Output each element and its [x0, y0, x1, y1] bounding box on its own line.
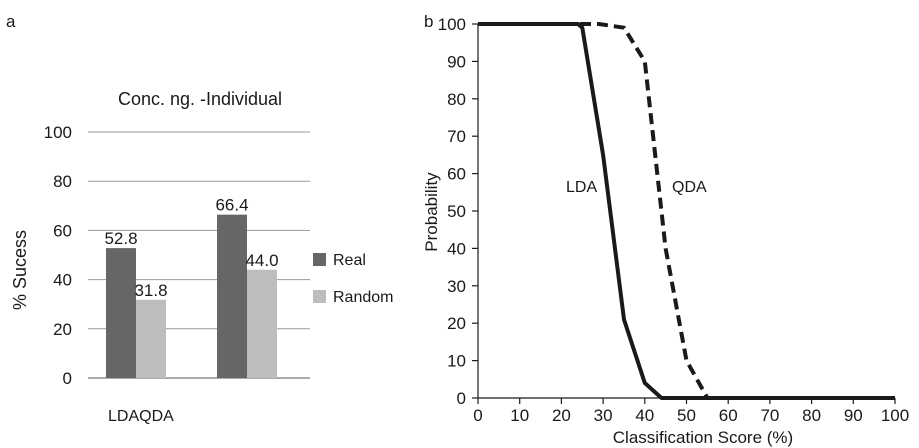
- y-tick-label-0: 0: [457, 389, 466, 408]
- y-tick-label-80: 80: [447, 90, 466, 109]
- data-label-real-qda: 66.4: [215, 196, 248, 215]
- legend-label-random: Random: [333, 289, 393, 306]
- y-tick-label-60: 60: [447, 165, 466, 184]
- y-tick-label-20: 20: [447, 314, 466, 333]
- panel-b-y-ticks: 0 10 20 30 40 50 60 70 80 90 100: [438, 15, 478, 408]
- x-tick-label-0: 0: [473, 406, 482, 425]
- panel-b-series: [478, 22, 895, 400]
- legend-swatch-real: [313, 253, 326, 266]
- panel-a-data-labels: 52.8 31.8 66.4 44.0: [104, 196, 278, 300]
- panel-b-x-ticks: 0 10 20 30 40 50 60 70 80 90 100: [473, 398, 909, 425]
- panel-b-label: b: [424, 12, 433, 31]
- panel-a-bar-chart: a Conc. ng. -Individual 0 20 40 60 80 100 52.…: [6, 12, 393, 425]
- y-tick-label-40: 40: [447, 239, 466, 258]
- series-label-lda: LDA: [566, 179, 597, 196]
- x-tick-label-70: 70: [760, 406, 779, 425]
- x-tick-label-30: 30: [594, 406, 613, 425]
- series-label-qda: QDA: [672, 179, 707, 196]
- data-label-real-lda: 52.8: [104, 229, 137, 248]
- x-tick-label-60: 60: [719, 406, 738, 425]
- panel-a-y-tick-labels: 0 20 40 60 80 100: [44, 123, 72, 388]
- bar-random-qda: [247, 269, 277, 378]
- panel-a-legend: Real Random: [313, 252, 393, 306]
- x-tick-label-90: 90: [844, 406, 863, 425]
- x-tick-label-10: 10: [510, 406, 529, 425]
- bar-real-qda: [217, 214, 247, 378]
- y-tick-label-50: 50: [447, 202, 466, 221]
- panel-b-line-chart: b 0 10 20 30 40 50 60 70 80 90 100 0 10 20 30 40 50 60 70…: [422, 12, 909, 447]
- y-tick-label-30: 30: [447, 277, 466, 296]
- panel-a-x-axis-title: LDAQDA: [108, 408, 174, 425]
- line-series-qda: [478, 22, 895, 400]
- x-tick-label-80: 80: [802, 406, 821, 425]
- panel-a-label: a: [6, 12, 16, 31]
- panel-b-y-axis-title: Probability: [422, 172, 441, 252]
- data-label-random-qda: 44.0: [245, 251, 278, 270]
- bar-real-lda: [106, 248, 136, 378]
- y-tick-label-20: 20: [53, 320, 72, 339]
- y-tick-label-100: 100: [438, 15, 466, 34]
- legend-label-real: Real: [333, 252, 366, 269]
- y-tick-label-90: 90: [447, 52, 466, 71]
- y-tick-label-0: 0: [63, 369, 72, 388]
- panel-a-y-axis-title: % Sucess: [10, 230, 30, 310]
- bar-random-lda: [136, 299, 166, 378]
- y-tick-label-70: 70: [447, 127, 466, 146]
- legend-swatch-random: [313, 290, 326, 303]
- panel-a-bars: [106, 214, 277, 378]
- line-series-lda: [478, 22, 895, 400]
- y-tick-label-10: 10: [447, 352, 466, 371]
- y-tick-label-100: 100: [44, 123, 72, 142]
- panel-a-title: Conc. ng. -Individual: [118, 89, 282, 109]
- x-tick-label-50: 50: [677, 406, 696, 425]
- x-tick-label-100: 100: [881, 406, 909, 425]
- x-tick-label-40: 40: [635, 406, 654, 425]
- y-tick-label-60: 60: [53, 221, 72, 240]
- y-tick-label-40: 40: [53, 271, 72, 290]
- data-label-random-lda: 31.8: [134, 281, 167, 300]
- panel-b-x-axis-title: Classification Score (%): [613, 428, 793, 447]
- x-tick-label-20: 20: [552, 406, 571, 425]
- y-tick-label-80: 80: [53, 172, 72, 191]
